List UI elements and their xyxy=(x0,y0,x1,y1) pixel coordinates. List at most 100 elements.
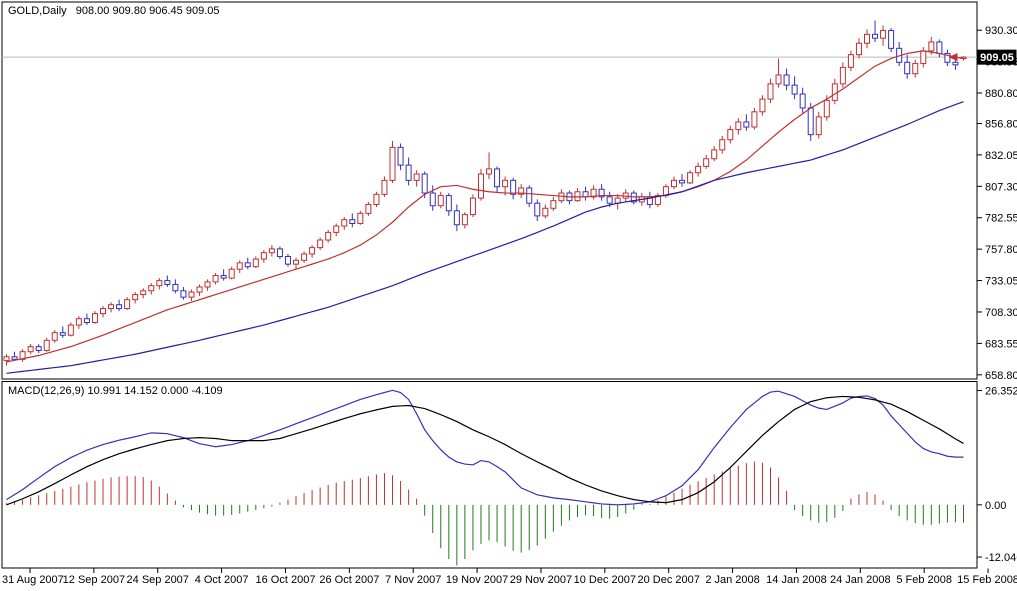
macd-signal-line xyxy=(6,395,964,506)
candle-body xyxy=(847,54,854,68)
candle-body xyxy=(349,219,356,225)
candle-body xyxy=(19,351,26,360)
current-price-tag-label: 909.05 xyxy=(980,52,1014,64)
candle-body xyxy=(373,193,380,205)
candle-body xyxy=(526,187,533,204)
candle-body xyxy=(574,191,581,202)
price-axis-label: 757.80 xyxy=(985,244,1017,256)
candle-body xyxy=(83,318,90,324)
last-price-arrow-icon xyxy=(948,53,958,62)
candle-body xyxy=(268,248,275,254)
candle-body xyxy=(494,168,501,188)
candle-body xyxy=(823,99,830,118)
chart-title: GOLD,Daily 908.00 909.80 906.45 909.05 xyxy=(8,5,226,17)
candle-body xyxy=(735,121,742,131)
candle-body xyxy=(325,231,332,241)
candle-body xyxy=(687,172,694,184)
candle-body xyxy=(445,195,452,212)
price-axis-label: 733.05 xyxy=(985,276,1017,288)
current-price-tag xyxy=(977,49,1017,65)
candle-body xyxy=(91,313,98,324)
candle-body xyxy=(807,107,814,136)
candle-body xyxy=(791,84,798,95)
candle-body xyxy=(598,188,605,198)
candle-body xyxy=(156,280,163,287)
price-axis-label: 708.30 xyxy=(985,307,1017,319)
candle-body xyxy=(831,83,838,101)
candle-body xyxy=(397,146,404,166)
time-axis-label: 14 Jan 2008 xyxy=(766,574,827,586)
candle-body xyxy=(188,291,195,298)
candle-body xyxy=(27,346,34,353)
price-pane[interactable] xyxy=(1,1,978,380)
candle-body xyxy=(550,200,557,209)
candle-body xyxy=(759,98,766,113)
candle-body xyxy=(453,210,460,226)
candle-body xyxy=(51,332,58,341)
candle-body xyxy=(855,42,862,56)
time-axis-label: 12 Sep 2007 xyxy=(63,574,125,586)
time-axis-label: 4 Oct 2007 xyxy=(195,574,249,586)
candle-body xyxy=(389,146,396,181)
ma-slow-line xyxy=(6,101,964,374)
candle-body xyxy=(630,192,637,203)
candle-body xyxy=(164,280,171,285)
candle-body xyxy=(260,252,267,260)
candle-body xyxy=(775,74,782,85)
candlesticks xyxy=(3,20,967,366)
candle-body xyxy=(839,66,846,85)
candle-body xyxy=(815,116,822,136)
candle-body xyxy=(534,202,541,217)
price-axis-label: 930.30 xyxy=(985,25,1017,37)
symbol-period-label: GOLD,Daily xyxy=(8,5,67,17)
candle-body xyxy=(204,281,211,288)
candle-body xyxy=(365,203,372,214)
candle-body xyxy=(236,262,243,270)
candle-body xyxy=(35,346,42,351)
candle-body xyxy=(654,195,661,205)
candle-body xyxy=(413,173,420,181)
candle-body xyxy=(429,192,436,207)
time-axis-label: 20 Dec 2007 xyxy=(638,574,700,586)
candle-body xyxy=(357,212,364,225)
candle-body xyxy=(863,33,870,44)
candle-body xyxy=(11,356,18,360)
candle-body xyxy=(196,286,203,293)
price-axis: 930.30905.55880.80856.80832.05807.30782.… xyxy=(977,25,1017,382)
candle-body xyxy=(469,197,476,216)
candle-body xyxy=(293,259,300,265)
macd-main-line xyxy=(6,389,964,506)
price-axis-label: 683.55 xyxy=(985,338,1017,350)
time-axis-label: 16 Oct 2007 xyxy=(256,574,316,586)
candle-body xyxy=(606,196,613,204)
candle-body xyxy=(309,247,316,255)
price-axis-label: 658.80 xyxy=(985,370,1017,382)
macd-axis-label: 26.352 xyxy=(985,386,1017,398)
time-axis-label: 10 Dec 2007 xyxy=(574,574,636,586)
candle-body xyxy=(180,290,187,298)
price-axis-label: 856.80 xyxy=(985,118,1017,130)
candle-body xyxy=(799,93,806,109)
time-axis-label: 15 Feb 2008 xyxy=(957,574,1017,586)
candle-body xyxy=(405,164,412,181)
candle-body xyxy=(872,33,879,39)
price-axis-label: 880.80 xyxy=(985,88,1017,100)
candle-body xyxy=(75,318,82,326)
time-axis-label: 19 Nov 2007 xyxy=(446,574,508,586)
ma-fast-line xyxy=(6,50,964,363)
candle-body xyxy=(518,187,525,195)
candle-body xyxy=(140,290,147,296)
candle-body xyxy=(590,188,597,198)
price-axis-label: 782.55 xyxy=(985,213,1017,225)
candle-body xyxy=(284,256,291,265)
candle-body xyxy=(301,253,308,261)
candle-body xyxy=(477,173,484,199)
macd-axis-label: -12.046 xyxy=(985,552,1017,564)
candle-body xyxy=(244,262,251,268)
candle-body xyxy=(317,239,324,249)
candle-body xyxy=(920,50,927,65)
candle-body xyxy=(59,332,66,336)
time-axis-label: 5 Feb 2008 xyxy=(896,574,952,586)
